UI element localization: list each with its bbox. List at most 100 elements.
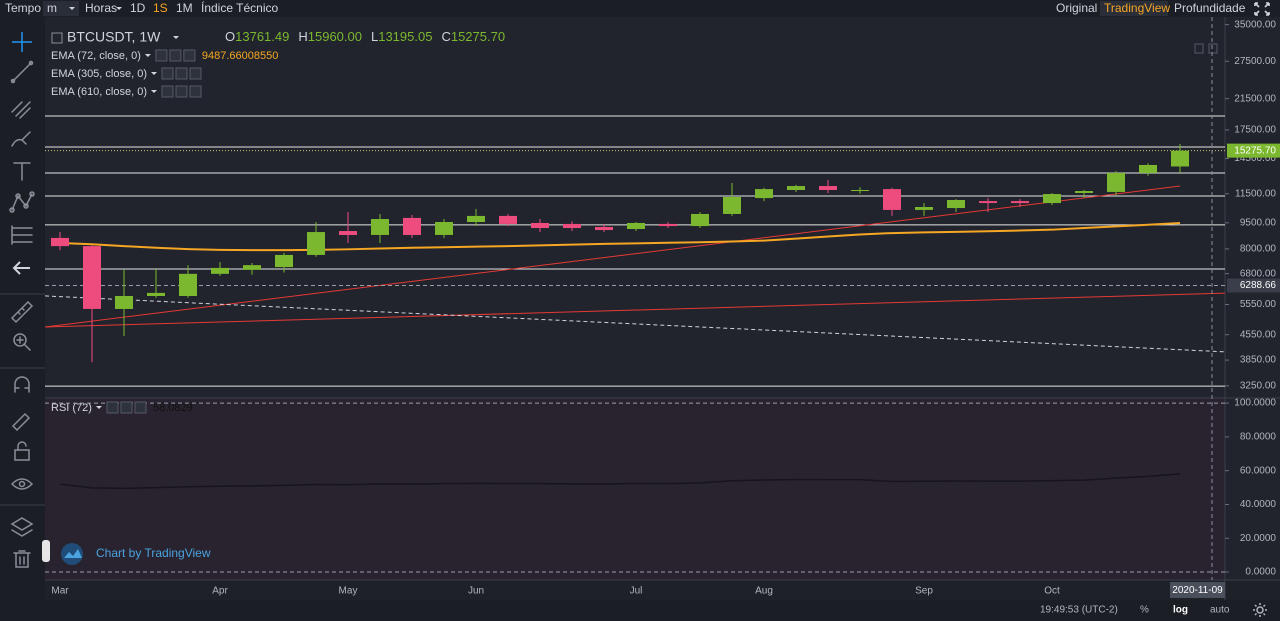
fib-tool[interactable] (11, 225, 33, 245)
interval-unit[interactable]: Horas (85, 1, 117, 15)
rsi-axis-bg (1225, 398, 1280, 580)
dropdown-caret (173, 36, 179, 39)
ohlc-label: H (298, 29, 307, 44)
rsi-name: RSI (72) (51, 402, 92, 414)
layers-tool[interactable] (10, 517, 34, 537)
view-mode-highlight (1100, 1, 1168, 16)
candle-body (339, 231, 357, 235)
legend-button[interactable] (161, 67, 174, 80)
candle-body (435, 222, 453, 235)
legend-button[interactable] (175, 67, 188, 80)
crosshair-tool[interactable] (12, 32, 32, 52)
scale-button[interactable]: auto (1210, 605, 1230, 616)
y-tick-label: 35000.00 (1234, 19, 1276, 30)
trendline-tool[interactable] (10, 60, 34, 84)
legend-button[interactable] (155, 49, 168, 62)
legend-button[interactable] (134, 401, 147, 414)
indicator-value: 9487.66008550 (202, 50, 278, 62)
legend-button[interactable] (175, 85, 188, 98)
stay-drawing-tool[interactable] (11, 412, 31, 432)
price-marker-label: 6288.66 (1240, 280, 1277, 291)
rsi-value: 58.0829 (153, 402, 193, 414)
brush-tool[interactable] (11, 131, 31, 147)
candle-body (499, 215, 517, 224)
lock-tool[interactable] (14, 441, 30, 461)
candle-body (403, 217, 421, 235)
indicator-name: EMA (305, close, 0) (51, 68, 147, 80)
x-tick-label: Jul (630, 586, 643, 597)
interval-value[interactable]: m (47, 1, 57, 15)
candle-body (467, 215, 485, 223)
legend-button[interactable] (183, 49, 196, 62)
crosshair-label-box (1170, 582, 1225, 598)
pane-buttons[interactable] (1194, 43, 1218, 54)
legend-button[interactable] (189, 67, 202, 80)
x-tick-label: Apr (212, 586, 228, 597)
candle-body (51, 237, 69, 247)
y-tick-label: 80.0000 (1240, 432, 1277, 443)
legend-button[interactable] (161, 85, 174, 98)
ema-line (59, 222, 1181, 252)
lines-tool[interactable] (11, 101, 31, 119)
candle-body (371, 219, 389, 235)
interval-button[interactable]: 1D (130, 1, 146, 15)
candle-body (947, 199, 965, 209)
view-mode[interactable]: Original (1056, 1, 1097, 15)
legend-button[interactable] (106, 401, 119, 414)
legend-button[interactable] (169, 49, 182, 62)
y-tick-label: 4550.00 (1240, 329, 1277, 340)
zoom-tool[interactable] (13, 333, 31, 351)
candle-body (659, 223, 677, 227)
indicators-button[interactable]: Índice Técnico (201, 0, 278, 15)
x-tick-label: May (339, 586, 358, 597)
scale-button[interactable]: % (1140, 605, 1149, 616)
x-tick-label: Mar (51, 586, 69, 597)
dropdown-caret (151, 72, 157, 75)
y-tick-label: 17500.00 (1234, 125, 1276, 136)
legend-button[interactable] (189, 85, 202, 98)
rsi-pane (45, 398, 1225, 580)
visibility-tool[interactable] (11, 478, 34, 490)
candle-body (883, 189, 901, 210)
magnet-tool[interactable] (14, 376, 30, 393)
ohlc-legend: O13761.49 H15960.00 L13195.05 C15275.70 (225, 29, 505, 44)
candle-body (1011, 201, 1029, 204)
candle-body (211, 267, 229, 274)
pattern-tool[interactable] (9, 191, 35, 213)
fullscreen-icon[interactable] (1254, 2, 1270, 16)
y-tick-label: 14500.00 (1234, 153, 1276, 164)
symbol-title: BTCUSDT, 1W (67, 29, 161, 45)
candle-body (115, 295, 133, 309)
interval-button[interactable]: 1M (176, 1, 193, 15)
toolbar-toggle[interactable] (42, 540, 50, 562)
ohlc-value: 13761.49 (235, 29, 289, 44)
candle-body (179, 273, 197, 296)
candle-body (563, 223, 581, 229)
status-bar (0, 600, 1280, 621)
candle-body (787, 186, 805, 190)
y-tick-label: 8000.00 (1240, 244, 1277, 255)
delete-tool[interactable] (13, 550, 31, 568)
dropdown-caret (95, 406, 102, 409)
dropdown-caret (69, 7, 75, 10)
view-mode-active[interactable]: TradingView (1104, 1, 1170, 15)
candle-body (1139, 164, 1157, 173)
settings-icon[interactable] (1253, 603, 1267, 617)
candle-body (1043, 194, 1061, 204)
measure-tool[interactable] (10, 300, 34, 324)
interval-dropdown[interactable] (43, 1, 79, 16)
candle-body (691, 213, 709, 227)
legend-button[interactable] (120, 401, 133, 414)
text-tool[interactable] (13, 162, 31, 181)
y-tick-label: 20.0000 (1240, 533, 1277, 544)
candle-body (147, 292, 165, 296)
price-marker-box (1227, 278, 1280, 293)
ohlc-label: L (371, 29, 378, 44)
collapse-box[interactable] (51, 32, 63, 44)
view-mode[interactable]: Profundidade (1174, 1, 1246, 15)
scale-button-active[interactable]: log (1173, 605, 1188, 616)
back-tool[interactable] (12, 261, 30, 275)
rsi-plot (45, 402, 1225, 573)
interval-button-active[interactable]: 1S (153, 1, 168, 15)
